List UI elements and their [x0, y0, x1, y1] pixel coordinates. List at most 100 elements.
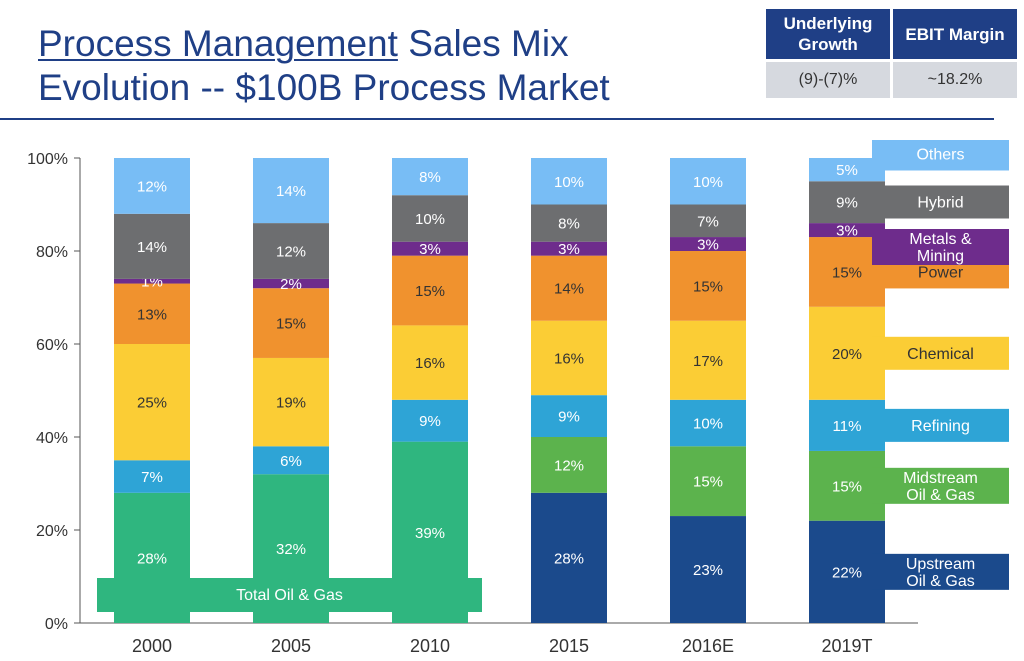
- legend-label: Chemical: [907, 346, 974, 363]
- bar-value-label: 15%: [415, 283, 445, 300]
- bar-value-label: 2%: [280, 276, 302, 293]
- title-line2: Evolution -- $100B Process Market: [38, 67, 610, 108]
- bar-value-label: 39%: [415, 525, 445, 542]
- bar-segment: [392, 255, 468, 326]
- bar-value-label: 15%: [693, 474, 723, 491]
- metrics-table: Underlying Growth EBIT Margin (9)-(7)% ~…: [763, 6, 1020, 101]
- bar-value-label: 12%: [137, 178, 167, 195]
- legend-box: [872, 185, 1009, 219]
- bar-value-label: 12%: [554, 457, 584, 474]
- bar-value-label: 8%: [558, 216, 580, 233]
- bar-value-label: 12%: [276, 244, 306, 261]
- legend-box: [872, 229, 1009, 265]
- x-tick-label: 2010: [410, 636, 450, 656]
- bar-value-label: 8%: [419, 169, 441, 186]
- bar-value-label: 19%: [276, 395, 306, 412]
- bar-value-label: 23%: [693, 562, 723, 579]
- bar-value-label: 3%: [419, 241, 441, 258]
- bar-segment: [392, 325, 468, 400]
- x-tick-label: 2016E: [682, 636, 734, 656]
- bar-segment: [531, 437, 607, 493]
- bar-value-label: 10%: [693, 174, 723, 191]
- bar-segment: [809, 158, 885, 182]
- bar-value-label: 9%: [558, 409, 580, 426]
- bar-segment: [670, 251, 746, 321]
- y-tick-label: 0%: [45, 616, 68, 633]
- y-tick-label: 20%: [36, 523, 68, 540]
- metric-value-growth: (9)-(7)%: [766, 62, 890, 98]
- bar-value-label: 20%: [832, 346, 862, 363]
- x-tick-label: 2005: [271, 636, 311, 656]
- title-divider: [0, 118, 994, 120]
- bar-value-label: 11%: [833, 418, 862, 435]
- bar-segment: [253, 278, 329, 289]
- y-tick-label: 60%: [36, 337, 68, 354]
- bar-segment: [531, 158, 607, 205]
- bar-value-label: 9%: [836, 195, 858, 212]
- bar-segment: [253, 357, 329, 447]
- bar-segment: [114, 283, 190, 344]
- bar-segment: [253, 158, 329, 224]
- bar-value-label: 7%: [141, 469, 163, 486]
- bar-value-label: 10%: [693, 416, 723, 433]
- bar-value-label: 22%: [832, 564, 862, 581]
- bar-segment: [670, 204, 746, 238]
- bar-value-label: 14%: [554, 281, 584, 298]
- bar-segment: [531, 255, 607, 321]
- x-tick-label: 2019T: [821, 636, 872, 656]
- legend-label: Hybrid: [917, 195, 963, 212]
- bar-segment: [392, 241, 468, 256]
- bar-value-label: 5%: [836, 162, 858, 179]
- bar-value-label: 3%: [836, 223, 858, 240]
- legend-box: [872, 467, 1009, 504]
- legend-label: Mining: [917, 248, 964, 265]
- stacked-bar-chart: 0%20%40%60%80%100%28%7%25%13%1%14%12%200…: [27, 140, 1009, 656]
- bar-value-label: 15%: [832, 478, 862, 495]
- bar-value-label: 15%: [832, 264, 862, 281]
- bar-segment: [114, 344, 190, 461]
- bar-segment: [114, 278, 190, 284]
- bar-value-label: 14%: [276, 183, 306, 200]
- bar-segment: [114, 460, 190, 493]
- bar-value-label: 3%: [558, 241, 580, 258]
- legend-label: Others: [916, 147, 964, 164]
- y-tick-label: 40%: [36, 430, 68, 447]
- legend-label: Power: [918, 264, 964, 281]
- bar-value-label: 3%: [697, 237, 719, 254]
- bar-segment: [531, 492, 607, 623]
- bar-value-label: 28%: [554, 550, 584, 567]
- bar-segment: [670, 320, 746, 400]
- bar-segment: [253, 223, 329, 279]
- bar-segment: [531, 204, 607, 242]
- legend-label: Oil & Gas: [906, 573, 974, 590]
- bar-segment: [531, 395, 607, 437]
- bar-value-label: 15%: [276, 316, 306, 333]
- bar-segment: [392, 158, 468, 196]
- bar-segment: [253, 288, 329, 358]
- bar-value-label: 10%: [415, 211, 445, 228]
- bar-value-label: 6%: [280, 453, 302, 470]
- bar-value-label: 17%: [693, 353, 723, 370]
- bar-segment: [670, 516, 746, 623]
- bar-value-label: 15%: [693, 278, 723, 295]
- bar-value-label: 16%: [415, 355, 445, 372]
- page-title: Process Management Sales Mix Evolution --…: [38, 22, 610, 110]
- metric-header-growth: Underlying Growth: [766, 9, 890, 59]
- y-tick-label: 100%: [27, 151, 68, 168]
- total-oil-gas-banner: [97, 578, 482, 612]
- bar-segment: [670, 399, 746, 447]
- title-underlined: Process Management: [38, 23, 398, 64]
- legend-label: Upstream: [906, 556, 975, 573]
- bar-segment: [670, 237, 746, 251]
- legend-label: Oil & Gas: [906, 487, 974, 504]
- bar-segment: [531, 320, 607, 396]
- bar-segment: [392, 195, 468, 242]
- bar-segment: [392, 399, 468, 442]
- bar-segment: [253, 446, 329, 475]
- total-oil-gas-label: Total Oil & Gas: [236, 587, 343, 604]
- x-tick-label: 2015: [549, 636, 589, 656]
- x-tick-label: 2000: [132, 636, 172, 656]
- legend-label: Metals &: [909, 231, 972, 248]
- legend-label: Midstream: [903, 470, 978, 487]
- bar-segment: [114, 158, 190, 214]
